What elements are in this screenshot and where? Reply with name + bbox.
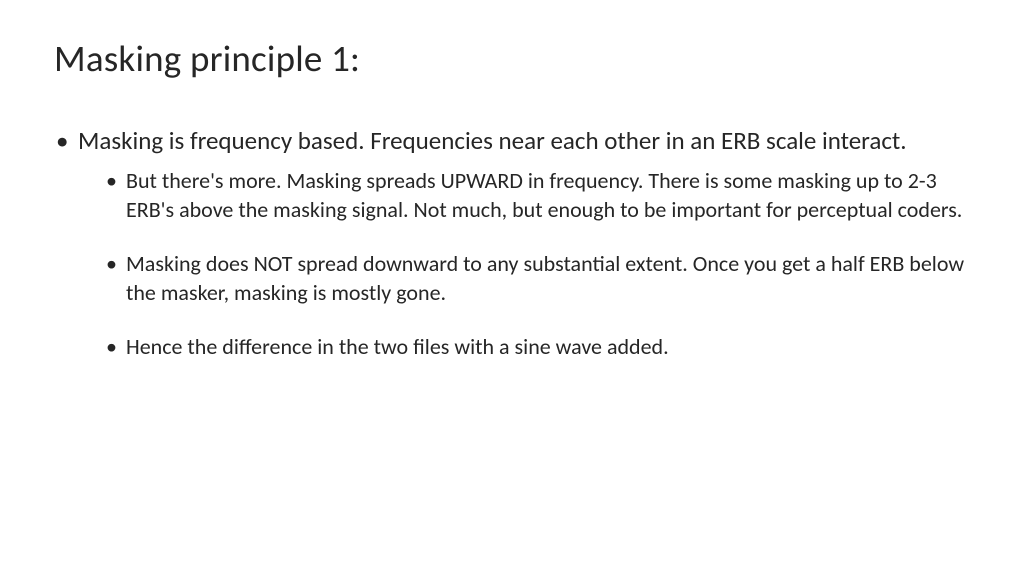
sub-bullet-text: Hence the difference in the two files wi…	[126, 333, 669, 360]
sub-bullet-list: But there's more. Masking spreads UPWARD…	[78, 167, 970, 362]
sub-bullet-text: But there's more. Masking spreads UPWARD…	[126, 167, 962, 223]
sub-bullet-item: But there's more. Masking spreads UPWARD…	[104, 167, 970, 224]
sub-bullet-item: Masking does NOT spread downward to any …	[104, 250, 970, 307]
sub-bullet-text: Masking does NOT spread downward to any …	[126, 250, 964, 306]
main-bullet-item: Masking is frequency based. Frequencies …	[54, 125, 970, 362]
sub-bullet-item: Hence the difference in the two files wi…	[104, 333, 970, 362]
main-bullet-text: Masking is frequency based. Frequencies …	[78, 125, 907, 156]
main-bullet-list: Masking is frequency based. Frequencies …	[54, 125, 970, 362]
slide-title: Masking principle 1:	[54, 36, 970, 81]
